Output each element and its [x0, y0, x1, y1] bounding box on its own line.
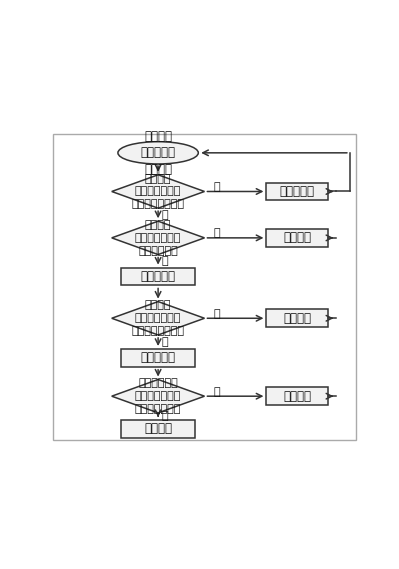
Polygon shape — [112, 221, 204, 254]
Text: 否: 否 — [213, 386, 220, 397]
Text: 调档未进行: 调档未进行 — [280, 185, 315, 198]
FancyBboxPatch shape — [267, 310, 328, 327]
Text: 调档异常: 调档异常 — [283, 312, 311, 325]
Text: 调档切换中: 调档切换中 — [140, 351, 176, 364]
FancyBboxPatch shape — [267, 229, 328, 247]
FancyBboxPatch shape — [121, 420, 195, 438]
FancyBboxPatch shape — [53, 134, 356, 440]
FancyBboxPatch shape — [121, 349, 195, 367]
Polygon shape — [112, 380, 204, 413]
Text: 是: 是 — [162, 256, 168, 266]
Text: 电机电流为零
旋转角速度为零
顶盖振动幅值小: 电机电流为零 旋转角速度为零 顶盖振动幅值小 — [135, 378, 181, 414]
Text: 电流额定
旋转角速度额定
顶盖振动脉冲增加: 电流额定 旋转角速度额定 顶盖振动脉冲增加 — [132, 300, 185, 336]
Text: 电流突增
旋转角速度突增
顶盖振动微增: 电流突增 旋转角速度突增 顶盖振动微增 — [135, 220, 181, 255]
Text: 调档异常: 调档异常 — [283, 232, 311, 244]
Text: 调档完成: 调档完成 — [144, 422, 172, 435]
Text: 是: 是 — [162, 411, 168, 422]
Text: 调档进行中: 调档进行中 — [140, 270, 176, 283]
Text: 否: 否 — [213, 228, 220, 238]
Text: 否: 否 — [162, 210, 168, 220]
FancyBboxPatch shape — [267, 387, 328, 405]
Text: 调档异常: 调档异常 — [283, 390, 311, 403]
Polygon shape — [112, 302, 204, 335]
Text: 电机电流
旋转角速度
顶盖振动: 电机电流 旋转角速度 顶盖振动 — [140, 130, 176, 176]
Text: 是: 是 — [213, 182, 220, 192]
Text: 否: 否 — [213, 308, 220, 319]
Polygon shape — [112, 175, 204, 208]
FancyBboxPatch shape — [121, 267, 195, 286]
Text: 是: 是 — [162, 337, 168, 347]
FancyBboxPatch shape — [267, 183, 328, 200]
Text: 电流为零
旋转角速度为零
顶盖振动幅值小时: 电流为零 旋转角速度为零 顶盖振动幅值小时 — [132, 174, 185, 209]
Ellipse shape — [118, 142, 198, 164]
